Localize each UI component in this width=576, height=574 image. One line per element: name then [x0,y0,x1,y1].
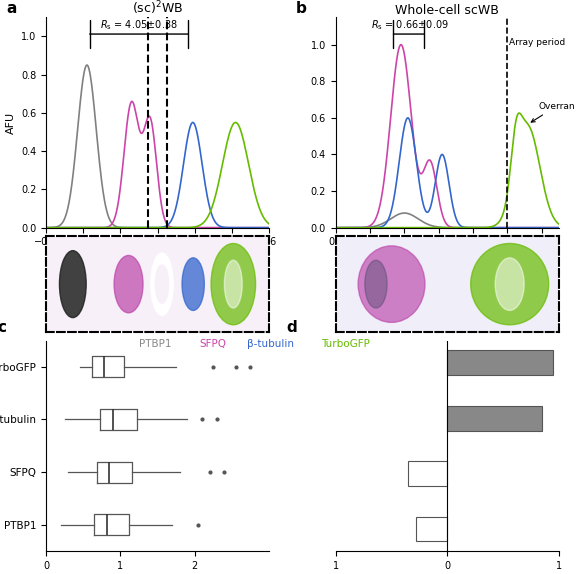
Ellipse shape [211,243,256,325]
Text: β-tubulin: β-tubulin [247,339,294,349]
Bar [408,461,448,486]
Bar [448,406,542,430]
Bar [416,517,448,541]
Text: $R_\mathrm{s}$ = 4.05±0.38: $R_\mathrm{s}$ = 4.05±0.38 [100,18,178,32]
X-axis label: Position (mm): Position (mm) [119,253,196,263]
Text: b: b [295,1,306,16]
Text: a: a [6,1,16,16]
Ellipse shape [151,253,173,315]
Title: (sc)$^2$WB: (sc)$^2$WB [132,0,183,17]
Ellipse shape [365,260,387,308]
Text: TurboGFP: TurboGFP [321,339,370,349]
Title: Whole-cell scWB: Whole-cell scWB [395,4,499,17]
Ellipse shape [495,258,524,311]
Text: SFPQ: SFPQ [200,339,226,349]
Bar [448,350,553,375]
Text: $R_\mathrm{s}$ = 0.66±0.09: $R_\mathrm{s}$ = 0.66±0.09 [370,18,449,32]
Ellipse shape [59,251,86,317]
Text: PTBP1: PTBP1 [139,339,172,349]
Ellipse shape [114,255,143,313]
Text: c: c [0,320,6,335]
Ellipse shape [156,265,169,303]
Text: Overran: Overran [531,102,575,122]
Ellipse shape [225,260,242,308]
X-axis label: Position (mm): Position (mm) [408,253,486,263]
Ellipse shape [358,246,425,323]
Ellipse shape [182,258,204,311]
Text: d: d [287,320,298,335]
Text: Array period: Array period [509,38,565,47]
Ellipse shape [471,243,549,325]
Y-axis label: AFU: AFU [5,111,16,134]
